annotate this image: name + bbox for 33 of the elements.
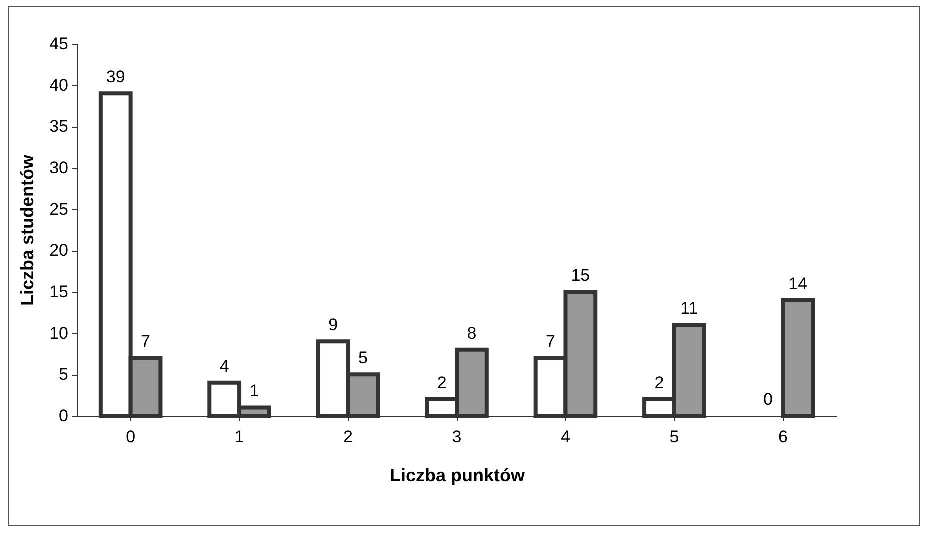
data-label: 7: [546, 332, 556, 352]
x-tick-label: 5: [670, 428, 680, 446]
y-tick-label: 15: [50, 282, 68, 302]
y-tick-label: 5: [59, 365, 68, 384]
data-label: 15: [571, 266, 590, 285]
y-tick-label: 10: [50, 324, 68, 343]
data-label: 8: [467, 324, 477, 343]
y-tick-label: 0: [59, 406, 68, 426]
x-tick-label: 6: [778, 428, 788, 446]
data-label: 2: [437, 373, 447, 392]
data-label: 4: [220, 356, 230, 376]
data-label: 14: [788, 274, 808, 294]
data-label: 5: [358, 348, 368, 368]
data-label: 11: [680, 299, 698, 318]
y-tick-label: 35: [50, 117, 68, 136]
y-tick-label: 40: [50, 76, 68, 95]
y-tick-label: 30: [50, 158, 68, 178]
x-tick-label: 0: [126, 428, 136, 446]
data-label: 0: [763, 390, 773, 409]
y-axis-title: Liczba studentów: [18, 154, 38, 306]
y-tick-label: 20: [50, 241, 68, 260]
x-tick-label: 2: [344, 428, 354, 446]
data-label: 39: [106, 68, 126, 87]
x-tick-label: 1: [234, 428, 244, 446]
data-label: 9: [328, 316, 338, 335]
data-label: 2: [654, 373, 664, 392]
x-tick-label: 3: [452, 428, 462, 446]
x-axis-title: Liczba punktów: [390, 466, 526, 486]
data-label: 7: [141, 332, 151, 352]
data-label: 1: [250, 382, 260, 401]
y-tick-label: 45: [50, 34, 68, 54]
y-tick-label: 25: [50, 200, 68, 219]
x-tick-label: 4: [560, 428, 570, 446]
